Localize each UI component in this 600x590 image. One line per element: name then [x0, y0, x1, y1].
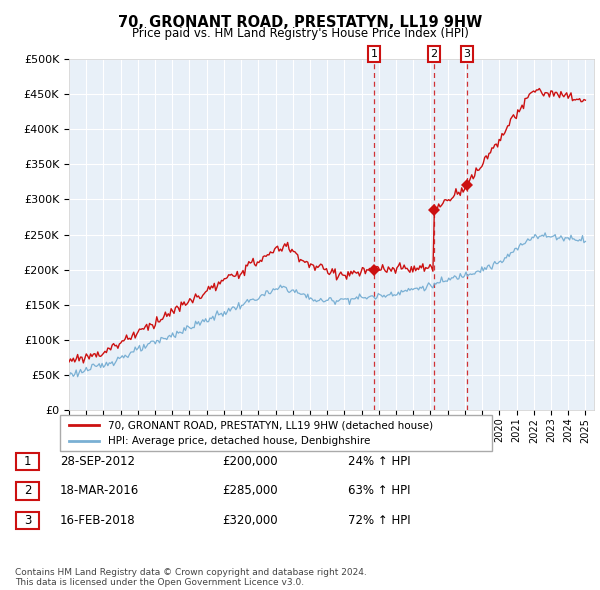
Text: 72% ↑ HPI: 72% ↑ HPI	[348, 514, 410, 527]
Text: 3: 3	[24, 514, 31, 527]
Text: £200,000: £200,000	[222, 455, 278, 468]
Text: 2: 2	[24, 484, 31, 497]
Text: HPI: Average price, detached house, Denbighshire: HPI: Average price, detached house, Denb…	[107, 436, 370, 446]
Text: 1: 1	[24, 455, 31, 468]
Text: 16-FEB-2018: 16-FEB-2018	[60, 514, 136, 527]
Text: 1: 1	[370, 49, 377, 59]
Text: 70, GRONANT ROAD, PRESTATYN, LL19 9HW (detached house): 70, GRONANT ROAD, PRESTATYN, LL19 9HW (d…	[107, 420, 433, 430]
Text: 24% ↑ HPI: 24% ↑ HPI	[348, 455, 410, 468]
Text: 70, GRONANT ROAD, PRESTATYN, LL19 9HW: 70, GRONANT ROAD, PRESTATYN, LL19 9HW	[118, 15, 482, 30]
Text: 3: 3	[463, 49, 470, 59]
Text: 28-SEP-2012: 28-SEP-2012	[60, 455, 135, 468]
Text: £285,000: £285,000	[222, 484, 278, 497]
Text: 2: 2	[431, 49, 437, 59]
Text: 18-MAR-2016: 18-MAR-2016	[60, 484, 139, 497]
Text: Price paid vs. HM Land Registry's House Price Index (HPI): Price paid vs. HM Land Registry's House …	[131, 27, 469, 40]
Text: Contains HM Land Registry data © Crown copyright and database right 2024.
This d: Contains HM Land Registry data © Crown c…	[15, 568, 367, 587]
Text: 63% ↑ HPI: 63% ↑ HPI	[348, 484, 410, 497]
Text: £320,000: £320,000	[222, 514, 278, 527]
